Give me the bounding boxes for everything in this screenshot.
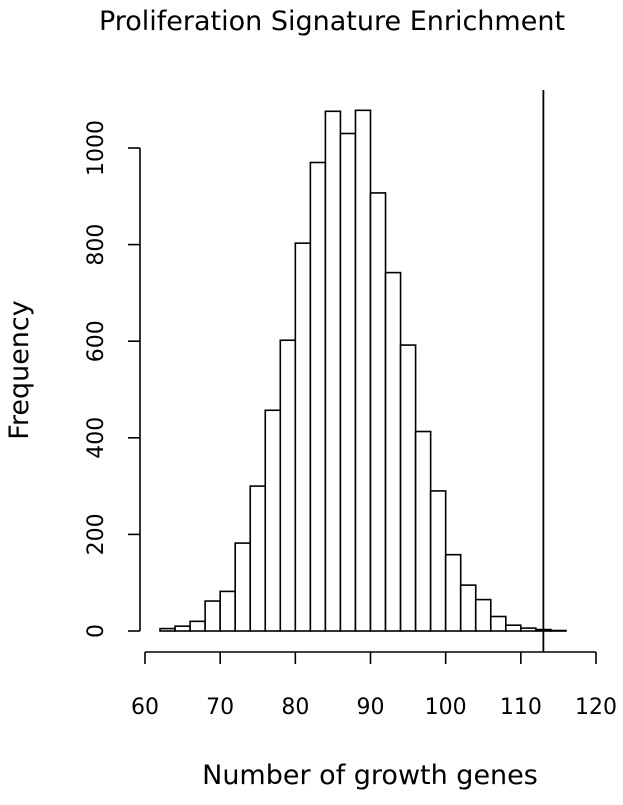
x-tick-label: 110 (500, 695, 542, 720)
histogram-bar (294, 242, 312, 632)
histogram-bar (399, 344, 417, 632)
histogram-bar (429, 490, 447, 632)
y-tick-label: 800 (84, 224, 109, 266)
x-tick-label: 70 (206, 695, 234, 720)
histogram-bar (489, 615, 507, 632)
y-tick-label: 0 (84, 624, 109, 638)
histogram-bar (219, 590, 237, 632)
y-tick-label: 400 (84, 417, 109, 459)
histogram-bar (444, 553, 462, 632)
y-axis-label: Frequency (4, 300, 35, 440)
histogram-bar (189, 620, 206, 632)
histogram-bar (414, 430, 432, 632)
histogram-bar (459, 584, 477, 632)
histogram-bar (520, 627, 537, 632)
x-tick-label: 80 (281, 695, 309, 720)
histogram-bar (504, 624, 522, 632)
histogram-bar (550, 629, 567, 632)
x-tick-label: 60 (131, 695, 159, 720)
histogram-bar (369, 192, 387, 632)
histogram-bar (474, 598, 492, 632)
histogram-bar (249, 485, 267, 632)
x-axis: 60 70 80 90 100 110 120 (131, 651, 617, 720)
histogram-bar (264, 409, 282, 632)
y-tick-label: 600 (84, 320, 109, 362)
x-tick-label: 120 (575, 695, 617, 720)
x-tick-label: 100 (425, 695, 467, 720)
histogram-bar (324, 110, 342, 632)
x-tick-label: 90 (357, 695, 385, 720)
histogram-bar (309, 161, 327, 632)
x-axis-label: Number of growth genes (202, 760, 538, 791)
histogram-bar (279, 339, 297, 632)
histogram-bar (354, 109, 372, 632)
bars-group (159, 109, 567, 632)
histogram-bar (339, 132, 357, 632)
y-tick-label: 200 (84, 513, 109, 555)
histogram-bar (384, 271, 402, 632)
histogram-bar (234, 542, 252, 632)
histogram-bar (174, 625, 191, 632)
y-axis: 0 200 400 600 800 1000 (84, 120, 141, 638)
histogram-bar (159, 627, 176, 632)
y-tick-label: 1000 (84, 120, 109, 176)
chart-title: Proliferation Signature Enrichment (99, 6, 565, 37)
histogram-bar (204, 600, 221, 632)
